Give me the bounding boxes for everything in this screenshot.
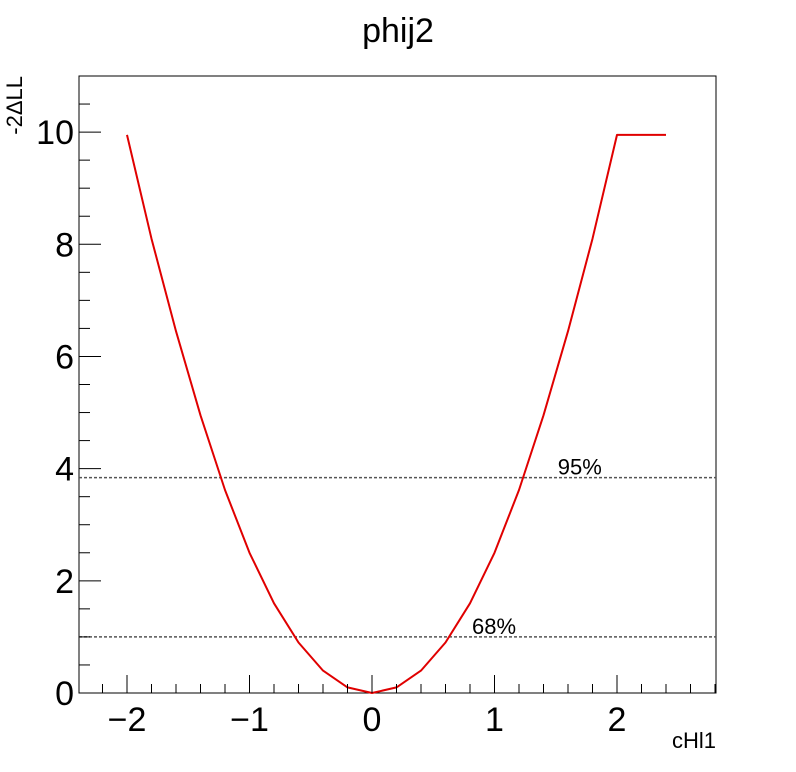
plot-frame (78, 75, 717, 694)
y-tick-label: 0 (55, 675, 74, 713)
x-tick-label: 1 (485, 701, 504, 739)
series-line (126, 133, 666, 694)
x-tick-label: 2 (608, 701, 627, 739)
reference-line-label: 68% (472, 614, 516, 639)
chart-title: phij2 (362, 12, 434, 50)
x-axis-label: cHl1 (672, 728, 716, 753)
y-tick-label: 8 (55, 226, 74, 264)
y-tick-label: 10 (36, 114, 74, 152)
y-tick-label: 6 (55, 338, 74, 376)
y-tick-label: 2 (55, 563, 74, 601)
x-tick-label: −1 (230, 701, 269, 739)
x-tick-label: −2 (108, 701, 147, 739)
y-tick-label: 4 (55, 451, 74, 489)
x-tick-label: 0 (363, 701, 382, 739)
reference-line-label: 95% (558, 455, 602, 480)
y-axis-label: -2ΔLL (2, 76, 27, 135)
